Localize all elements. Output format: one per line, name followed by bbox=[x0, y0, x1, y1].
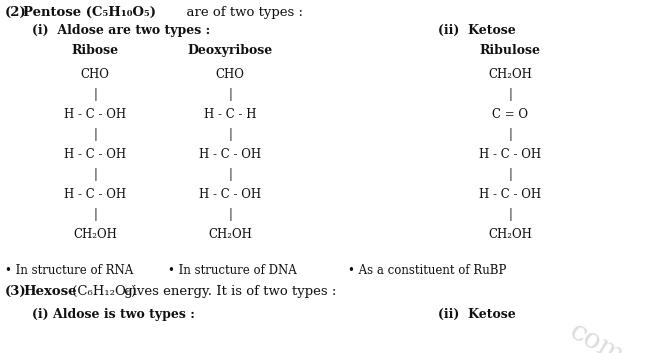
Text: • In structure of DNA: • In structure of DNA bbox=[168, 264, 297, 277]
Text: |: | bbox=[228, 168, 232, 181]
Text: • In structure of RNA: • In structure of RNA bbox=[5, 264, 133, 277]
Text: Hexose: Hexose bbox=[23, 285, 77, 298]
Text: gives energy. It is of two types :: gives energy. It is of two types : bbox=[120, 285, 337, 298]
Text: CHO: CHO bbox=[216, 68, 245, 81]
Text: CH₂OH: CH₂OH bbox=[488, 228, 532, 241]
Text: CH₂OH: CH₂OH bbox=[73, 228, 117, 241]
Text: |: | bbox=[228, 128, 232, 141]
Text: |: | bbox=[93, 168, 97, 181]
Text: are of two types :: are of two types : bbox=[178, 6, 303, 19]
Text: Ribose: Ribose bbox=[72, 44, 119, 57]
Text: (C₆H₁₂O₆): (C₆H₁₂O₆) bbox=[68, 285, 136, 298]
Text: (2): (2) bbox=[5, 6, 27, 19]
Text: Deoxyribose: Deoxyribose bbox=[188, 44, 273, 57]
Text: H - C - OH: H - C - OH bbox=[479, 188, 541, 201]
Text: H - C - OH: H - C - OH bbox=[64, 188, 126, 201]
Text: |: | bbox=[93, 88, 97, 101]
Text: Pentose (C₅H₁₀O₅): Pentose (C₅H₁₀O₅) bbox=[23, 6, 156, 19]
Text: H - C - OH: H - C - OH bbox=[64, 148, 126, 161]
Text: (i)  Aldose are two types :: (i) Aldose are two types : bbox=[32, 24, 211, 37]
Text: C = O: C = O bbox=[492, 108, 528, 121]
Text: |: | bbox=[508, 128, 512, 141]
Text: |: | bbox=[508, 168, 512, 181]
Text: (ii)  Ketose: (ii) Ketose bbox=[438, 24, 516, 37]
Text: Ribulose: Ribulose bbox=[480, 44, 541, 57]
Text: |: | bbox=[93, 128, 97, 141]
Text: H - C - OH: H - C - OH bbox=[199, 148, 261, 161]
Text: H - C - OH: H - C - OH bbox=[64, 108, 126, 121]
Text: CH₂OH: CH₂OH bbox=[488, 68, 532, 81]
Text: |: | bbox=[228, 208, 232, 221]
Text: com: com bbox=[565, 318, 629, 353]
Text: CH₂OH: CH₂OH bbox=[208, 228, 252, 241]
Text: H - C - H: H - C - H bbox=[204, 108, 256, 121]
Text: (i) Aldose is two types :: (i) Aldose is two types : bbox=[32, 308, 195, 321]
Text: |: | bbox=[508, 208, 512, 221]
Text: (ii)  Ketose: (ii) Ketose bbox=[438, 308, 516, 321]
Text: H - C - OH: H - C - OH bbox=[479, 148, 541, 161]
Text: • As a constituent of RuBP: • As a constituent of RuBP bbox=[348, 264, 506, 277]
Text: H - C - OH: H - C - OH bbox=[199, 188, 261, 201]
Text: CHO: CHO bbox=[81, 68, 110, 81]
Text: |: | bbox=[228, 88, 232, 101]
Text: (3): (3) bbox=[5, 285, 27, 298]
Text: |: | bbox=[93, 208, 97, 221]
Text: |: | bbox=[508, 88, 512, 101]
